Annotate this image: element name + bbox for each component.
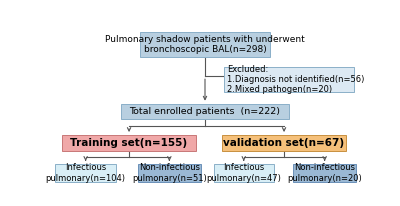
Text: Total enrolled patients  (n=222): Total enrolled patients (n=222) xyxy=(130,107,280,116)
Text: Excluded:
1.Diagnosis not identified(n=56)
2.Mixed pathogen(n=20): Excluded: 1.Diagnosis not identified(n=5… xyxy=(227,64,364,94)
FancyBboxPatch shape xyxy=(138,164,201,182)
FancyBboxPatch shape xyxy=(56,164,116,182)
Text: validation set(n=67): validation set(n=67) xyxy=(224,138,345,148)
Text: Infectious
pulmonary(n=47): Infectious pulmonary(n=47) xyxy=(206,163,281,183)
Text: Infectious
pulmonary(n=104): Infectious pulmonary(n=104) xyxy=(46,163,126,183)
Text: Pulmonary shadow patients with underwent
bronchoscopic BAL(n=298): Pulmonary shadow patients with underwent… xyxy=(105,35,305,54)
FancyBboxPatch shape xyxy=(140,32,270,57)
FancyBboxPatch shape xyxy=(224,67,354,92)
Text: Training set(n=155): Training set(n=155) xyxy=(70,138,188,148)
Text: Non-infectious
pulmonary(n=51): Non-infectious pulmonary(n=51) xyxy=(132,163,207,183)
FancyBboxPatch shape xyxy=(62,135,196,151)
FancyBboxPatch shape xyxy=(222,135,346,151)
Text: Non-infectious
pulmonary(n=20): Non-infectious pulmonary(n=20) xyxy=(287,163,362,183)
FancyBboxPatch shape xyxy=(121,104,289,119)
FancyBboxPatch shape xyxy=(214,164,274,182)
FancyBboxPatch shape xyxy=(293,164,356,182)
